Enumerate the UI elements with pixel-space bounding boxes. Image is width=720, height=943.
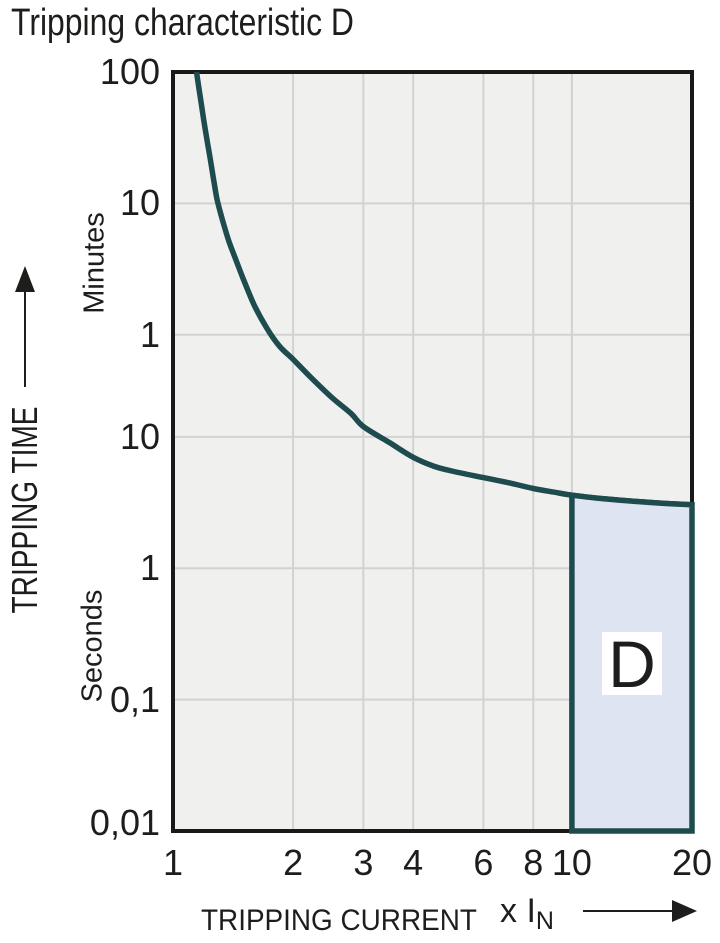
- x-tick-label: 2: [283, 842, 304, 883]
- x-tick-label: 10: [551, 842, 592, 883]
- up-arrow-head-icon: [15, 266, 35, 292]
- x-axis-title: TRIPPING CURRENT: [201, 904, 477, 937]
- x-axis-unit-text: x I: [500, 892, 536, 930]
- x-axis-unit: x IN: [500, 894, 554, 934]
- y-tick-label: 0,1: [109, 678, 160, 720]
- x-tick-label: 3: [353, 842, 374, 883]
- x-tick-label: 1: [162, 842, 184, 883]
- y-tick-label: 0,01: [89, 802, 160, 843]
- y-tick-label: 1: [139, 313, 160, 355]
- x-tick-label: 8: [523, 842, 544, 883]
- y-tick-label: 10: [119, 415, 160, 457]
- x-tick-label: 6: [473, 842, 494, 883]
- y-tick-label: 100: [99, 51, 160, 92]
- y-axis-unit-minutes: Minutes: [78, 212, 111, 314]
- plot-border: [171, 70, 694, 833]
- y-tick-label: 1: [139, 547, 160, 589]
- x-tick-label: 4: [403, 842, 424, 883]
- x-tick-label: 20: [671, 842, 713, 883]
- y-tick-label: 10: [119, 182, 160, 224]
- region-label: D: [608, 626, 656, 701]
- region-label-box: D: [602, 626, 662, 701]
- chart-title: Tripping characteristic D: [11, 2, 354, 44]
- x-axis-unit-subscript: N: [535, 907, 554, 935]
- tripping-curve: [193, 71, 693, 508]
- right-arrow-head-icon: [672, 900, 697, 922]
